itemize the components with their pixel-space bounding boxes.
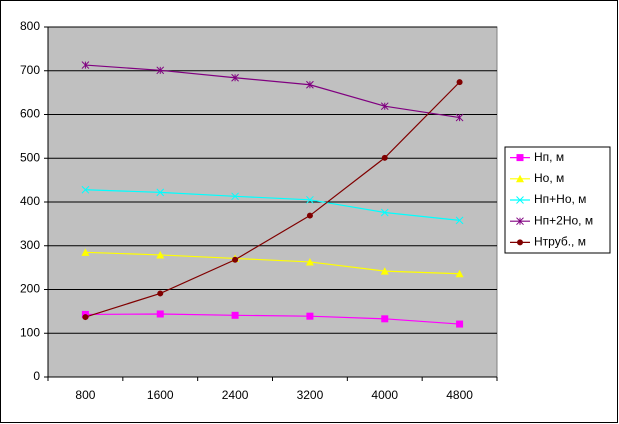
marker <box>455 113 464 122</box>
marker <box>156 66 165 75</box>
marker <box>380 102 389 111</box>
y-tick-label: 400 <box>20 194 40 208</box>
marker <box>380 267 389 275</box>
legend-marker <box>516 154 524 162</box>
y-tick-label: 0 <box>33 369 40 383</box>
x-tick-label: 2400 <box>222 388 249 402</box>
y-tick-label: 800 <box>20 19 40 33</box>
x-tick-label: 1600 <box>147 388 174 402</box>
marker <box>306 80 314 89</box>
marker <box>82 314 89 321</box>
x-tick-label: 800 <box>75 388 95 402</box>
marker <box>232 256 239 263</box>
marker <box>381 315 389 323</box>
series-line <box>85 313 460 325</box>
legend-marker <box>517 239 523 246</box>
legend-marker <box>516 174 524 183</box>
y-tick-label: 200 <box>20 282 40 296</box>
marker <box>231 73 239 82</box>
marker <box>156 188 165 197</box>
marker <box>455 269 464 278</box>
marker <box>157 290 164 297</box>
marker <box>81 185 90 194</box>
legend-label: Но, м <box>534 171 564 185</box>
marker <box>156 250 165 259</box>
y-tick-label: 600 <box>20 107 40 121</box>
x-tick-label: 3200 <box>297 388 324 402</box>
marker <box>455 216 464 225</box>
marker <box>231 311 239 319</box>
x-tick-label: 4800 <box>446 388 473 402</box>
marker <box>456 320 464 328</box>
y-tick-label: 300 <box>20 238 40 252</box>
series-line <box>85 251 460 275</box>
y-tick-label: 100 <box>20 325 40 339</box>
marker <box>306 312 314 320</box>
marker <box>381 154 388 161</box>
marker <box>456 79 463 86</box>
marker <box>380 208 389 217</box>
marker <box>306 212 313 219</box>
marker <box>305 257 314 266</box>
marker <box>81 61 90 69</box>
legend-label: Нп+2Но, м <box>534 213 593 227</box>
legend-marker <box>516 217 524 226</box>
y-tick-label: 700 <box>20 63 40 77</box>
series-line <box>85 81 461 318</box>
x-tick-label: 4000 <box>371 388 398 402</box>
y-tick-label: 500 <box>20 150 40 164</box>
legend-label: Нп, м <box>534 150 564 164</box>
legend-label: Нтруб., м <box>534 235 586 249</box>
legend-marker <box>516 196 524 204</box>
legend-label: Нп+Но, м <box>534 192 586 206</box>
series-line <box>85 64 460 119</box>
series-line <box>85 189 460 221</box>
marker <box>81 248 90 256</box>
marker <box>231 192 239 201</box>
marker <box>306 195 314 204</box>
marker <box>156 310 164 318</box>
